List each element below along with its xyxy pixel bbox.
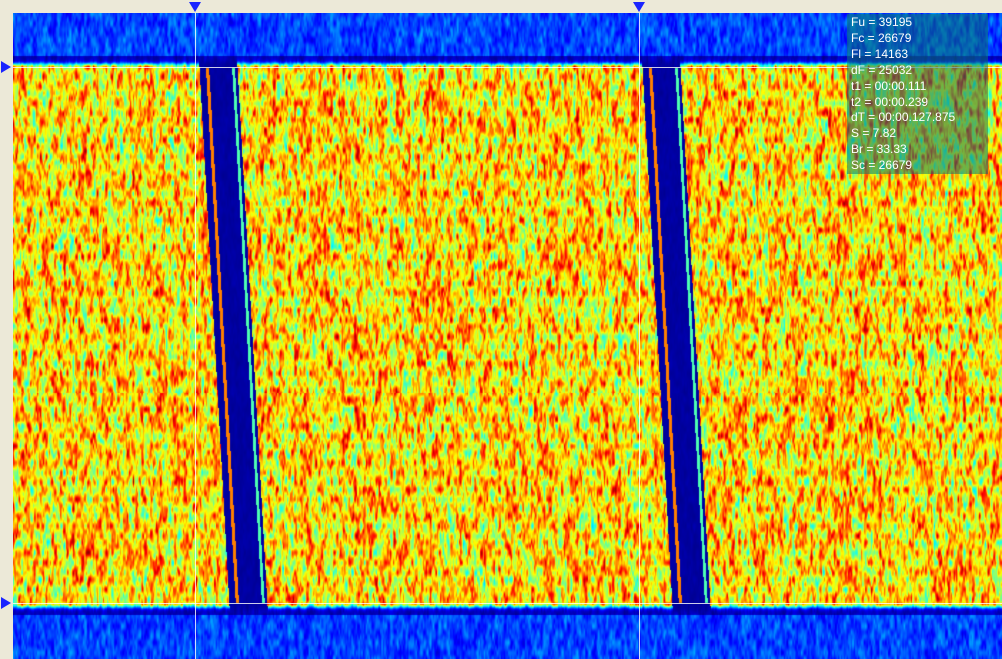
upper-frequency-cursor-line[interactable] [13, 67, 1002, 68]
sc-readout: Sc = 26679 [851, 158, 913, 173]
measurement-info-panel: Fu = 39195 Fc = 26679 Fl = 14163 dF = 25… [847, 14, 988, 174]
delta-frequency-readout: dF = 25032 [851, 62, 913, 77]
spectrogram-plot[interactable] [13, 13, 1002, 659]
lower-frequency-cursor-line[interactable] [13, 603, 1002, 604]
time-1-readout: t1 = 00:00.111 [851, 78, 927, 93]
delta-time-readout: dT = 00:00.127.875 [851, 110, 956, 125]
s-readout: S = 7.82 [851, 126, 897, 141]
time-cursor-1-marker[interactable] [189, 2, 201, 12]
br-readout: Br = 33.33 [851, 142, 907, 157]
lower-frequency-readout: Fl = 14163 [851, 46, 909, 61]
lower-frequency-cursor-marker[interactable] [1, 597, 11, 609]
frequency-marker-ruler[interactable] [0, 0, 13, 659]
time-cursor-2-marker[interactable] [633, 2, 645, 12]
time-cursor-2-line[interactable] [639, 13, 640, 659]
upper-frequency-readout: Fu = 39195 [851, 15, 913, 29]
upper-frequency-cursor-marker[interactable] [1, 61, 11, 73]
center-frequency-readout: Fc = 26679 [851, 30, 912, 45]
time-marker-ruler[interactable] [0, 0, 1002, 13]
time-cursor-1-line[interactable] [195, 13, 196, 659]
time-2-readout: t2 = 00:00.239 [851, 94, 929, 109]
